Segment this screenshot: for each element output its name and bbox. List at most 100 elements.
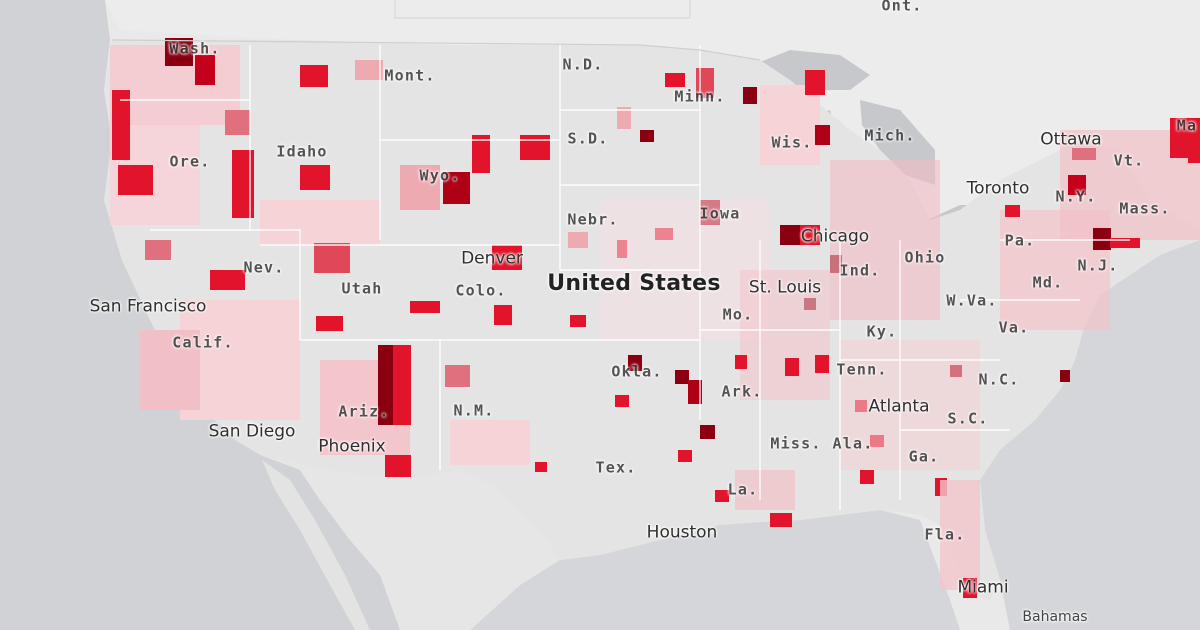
state-label: Mass. xyxy=(1119,199,1171,218)
county-shape xyxy=(628,355,642,371)
county-shape xyxy=(568,232,588,248)
county-shape xyxy=(963,578,977,598)
state-label: Utah xyxy=(341,279,383,298)
county-shape xyxy=(740,270,830,400)
county-shape xyxy=(570,315,586,327)
state-label: Minn. xyxy=(674,87,726,106)
state-label: La. xyxy=(727,480,759,499)
county-shape xyxy=(665,73,685,87)
county-shape xyxy=(232,150,254,218)
state-label: Ark. xyxy=(721,382,763,401)
county-shape xyxy=(830,160,940,320)
city-label: Denver xyxy=(461,248,523,269)
county-shape xyxy=(118,165,153,195)
state-label: Mont. xyxy=(384,66,436,85)
region-label: Bahamas xyxy=(1022,609,1088,625)
county-shape xyxy=(860,470,874,484)
atlantic-water xyxy=(980,230,1200,630)
mexico-land xyxy=(260,455,560,630)
city-label: Houston xyxy=(646,522,718,543)
state-label: Miss. xyxy=(770,434,822,453)
state-label: Iowa xyxy=(699,204,741,223)
baja-peninsula xyxy=(262,460,370,630)
county-shape xyxy=(640,130,654,142)
city-label: Toronto xyxy=(966,178,1030,199)
state-label: N.M. xyxy=(453,401,495,420)
state-label: Ariz. xyxy=(338,402,390,421)
county-shape xyxy=(675,370,689,384)
county-shape xyxy=(815,355,829,373)
country-label: United States xyxy=(547,271,721,296)
county-shape xyxy=(800,225,820,245)
state-label: Ore. xyxy=(169,152,211,171)
county-shape xyxy=(840,340,980,470)
county-shape xyxy=(145,240,171,260)
state-label: Ky. xyxy=(866,322,898,341)
county-shape xyxy=(195,55,215,85)
county-shape xyxy=(715,490,729,502)
region-label: Ont. xyxy=(881,0,923,15)
state-label: Colo. xyxy=(455,281,507,300)
city-label: Phoenix xyxy=(318,436,386,457)
county-shape xyxy=(378,345,393,425)
state-label: Ga. xyxy=(908,447,940,466)
state-label: Okla. xyxy=(611,362,663,381)
county-shape xyxy=(450,420,530,465)
county-shape xyxy=(678,450,692,462)
border-tick xyxy=(394,0,691,19)
state-label: N.C. xyxy=(978,370,1020,389)
city-label: Miami xyxy=(957,577,1009,598)
state-label: N.Y. xyxy=(1055,187,1097,206)
state-label: Vt. xyxy=(1113,151,1145,170)
county-shape xyxy=(615,395,629,407)
county-shape xyxy=(785,358,799,376)
county-shape xyxy=(617,107,631,129)
canada-us-border xyxy=(111,39,761,61)
county-shape xyxy=(443,172,470,204)
state-label: Ma xyxy=(1176,116,1198,135)
county-shape xyxy=(1060,370,1070,382)
county-shape xyxy=(770,513,792,527)
county-shape xyxy=(1093,228,1111,250)
county-shape xyxy=(225,110,250,135)
state-label: Ind. xyxy=(839,261,881,280)
county-shape xyxy=(815,125,830,145)
county-shape xyxy=(520,135,550,160)
city-label: San Francisco xyxy=(89,296,207,317)
state-label: Ala. xyxy=(832,434,874,453)
county-shape xyxy=(140,330,200,410)
county-shape xyxy=(260,200,380,245)
state-label: Wis. xyxy=(771,133,813,152)
county-shape xyxy=(210,270,245,290)
gulf-water xyxy=(470,510,960,630)
county-shape xyxy=(385,455,411,477)
pacific-water xyxy=(0,0,410,630)
county-shape xyxy=(735,355,747,369)
state-label: Mo. xyxy=(722,305,754,324)
county-shape xyxy=(735,470,795,510)
state-label: Md. xyxy=(1032,273,1064,292)
county-shape xyxy=(410,301,440,313)
county-shape xyxy=(355,60,383,80)
city-label: San Diego xyxy=(208,421,296,442)
county-shape xyxy=(165,38,193,66)
state-label: Fla. xyxy=(924,525,966,544)
county-shape xyxy=(1072,148,1096,160)
state-label: Pa. xyxy=(1004,231,1036,250)
county-shape xyxy=(300,165,330,190)
state-label: Tenn. xyxy=(836,360,888,379)
county-shape xyxy=(760,85,820,165)
state-label: Nebr. xyxy=(567,210,619,229)
county-shape xyxy=(780,225,800,245)
county-shape xyxy=(314,243,350,273)
state-label: S.C. xyxy=(947,409,989,428)
county-shape xyxy=(300,65,328,87)
county-shape xyxy=(940,480,980,590)
state-label: Wash. xyxy=(169,39,221,58)
county-shape xyxy=(472,135,490,173)
county-shape xyxy=(1188,145,1200,163)
state-label: Wyo. xyxy=(419,166,461,185)
state-label: N.J. xyxy=(1077,256,1119,275)
